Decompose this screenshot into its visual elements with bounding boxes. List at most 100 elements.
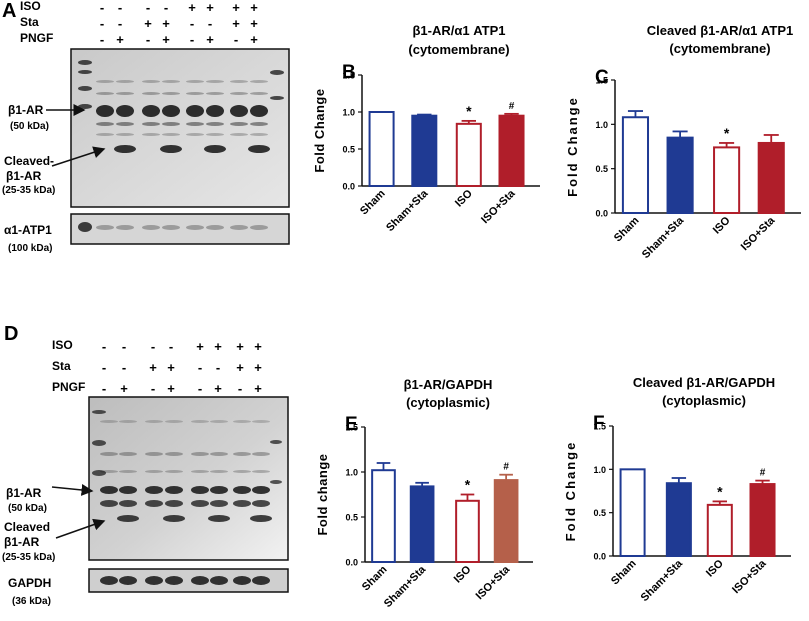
category-label: ISO [453,187,475,209]
blot-band [206,225,224,230]
bar [665,482,692,558]
lane-sign: - [208,16,212,31]
lane-sign: + [236,360,244,375]
lane-sign: + [162,16,170,31]
y-tick-label: 1.5 [342,71,355,81]
blot-band [142,133,160,136]
blot-band [100,486,118,494]
bar [455,499,480,563]
blot-band [191,500,209,507]
blot-band [78,86,92,91]
bar [757,141,785,215]
blot-band [165,470,183,473]
lane-sign: - [100,32,104,47]
lane-sign: - [122,360,126,375]
chart-title: β1-AR/GAPDH [404,377,493,392]
bar [621,116,650,214]
panel-d-b1ar-label: β1-AR [6,486,42,500]
panel-a-b1ar-label: β1-AR [8,103,44,117]
y-axis-label: Fold change [315,453,330,535]
blot-band [186,122,204,126]
blot-band [233,470,251,473]
blot-band [160,145,182,153]
blot-band [206,133,224,136]
chart-b-membrane-b1ar: Bβ1-AR/α1 ATP1 (cytomembrane) 0.0 0.5 1.0 1.5… [312,23,540,234]
lane-sign: - [234,32,238,47]
blot-band [116,105,134,117]
y-tick-label: 0.0 [342,182,355,192]
panel-d-row-label-sta: Sta [52,359,71,373]
blot-band [145,452,163,456]
blot-band [96,133,114,136]
significance-marker: # [509,101,515,112]
blot-band [250,92,268,95]
significance-marker: # [760,468,766,479]
blot-band [78,60,92,65]
lane-sign: + [162,32,170,47]
bar [493,479,519,564]
lane-sign: + [250,0,258,15]
panel-letter: F [593,413,605,434]
blot-band [145,470,163,473]
blot-band [162,133,180,136]
category-label: Sham+Sta [382,563,429,610]
blot-band [250,133,268,136]
blot-band [165,486,183,494]
blot-band [162,92,180,95]
blot-band [162,80,180,83]
bar [666,136,694,214]
blot-band [165,500,183,507]
panel-a-loading-bands [78,222,268,232]
blot-band [250,515,272,522]
y-tick-label: 1.5 [593,422,606,432]
bar [749,483,776,558]
panel-a-loading-kda: (100 kDa) [8,243,52,254]
category-label: Sham+Sta [639,557,686,604]
significance-marker: * [466,103,472,119]
blot-band [250,80,268,83]
blot-band [119,576,137,585]
lane-sign: + [116,32,124,47]
lane-sign: + [167,360,175,375]
blot-band [145,576,163,585]
blot-band [204,145,226,153]
panel-d-b1ar-arrow [51,483,94,496]
blot-band [116,122,134,126]
blot-band [116,133,134,136]
lane-sign: + [206,32,214,47]
blot-band [252,420,270,423]
significance-marker: # [503,462,509,473]
lane-sign: - [238,381,242,396]
lane-sign: - [118,0,122,15]
bar [371,469,396,564]
panel-letter: B [342,62,356,83]
lane-sign: - [169,339,173,354]
significance-marker: * [717,483,723,499]
blot-band [142,92,160,95]
lane-sign: + [167,381,175,396]
category-label: ISO+Sta [739,214,778,253]
significance-marker: * [724,125,730,141]
blot-band [230,92,248,95]
category-label: ISO [452,563,474,585]
blot-band [119,420,137,423]
bar [619,468,646,558]
blot-band [119,500,137,507]
lane-sign: - [102,339,106,354]
blot-band [270,440,282,444]
lane-sign: + [232,16,240,31]
lane-sign: + [144,16,152,31]
blot-band [117,515,139,522]
blot-band [206,80,224,83]
panel-d-cleaved-label-1: Cleaved [4,520,50,534]
blot-band [252,452,270,456]
blot-band [119,486,137,494]
panel-d-western-blot: D ISO Sta PNGF - - - - + + + +- - + + - - + +- + - + - + - + … [2,323,289,607]
y-tick-label: 1.0 [593,465,606,475]
blot-band [191,576,209,585]
panel-d-loading-bands [100,576,270,585]
blot-band [252,486,270,494]
lane-sign: + [254,339,262,354]
panel-letter: C [595,67,609,88]
